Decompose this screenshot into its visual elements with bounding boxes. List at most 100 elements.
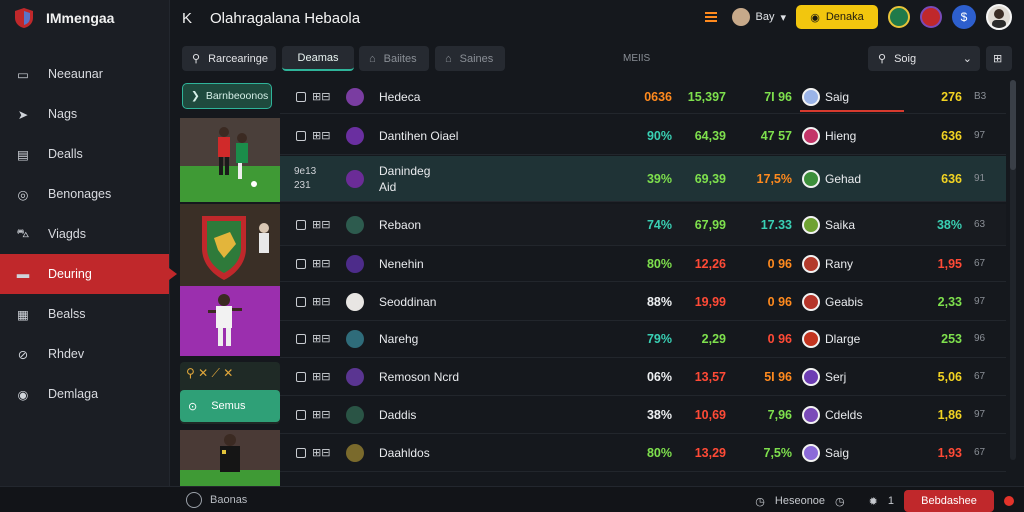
sidebar-item-5[interactable]: ▬ Deuring (0, 254, 177, 294)
team-name[interactable]: Daahldos (379, 445, 430, 460)
profile-avatar[interactable] (986, 4, 1012, 30)
deposit-button[interactable]: ◉ Denaka (796, 5, 878, 29)
market-name[interactable]: Saika (825, 217, 856, 232)
row-checkbox[interactable] (296, 91, 306, 102)
row-checkbox[interactable] (296, 333, 306, 344)
settings-icon[interactable]: ✹ (868, 495, 878, 508)
market-name[interactable]: Hieng (825, 128, 857, 143)
row-checkbox[interactable] (296, 258, 306, 269)
table-row[interactable]: ⊞⊟ Hedeca 0636 15,397 7I 96 Saig 276 B3 (280, 80, 1006, 114)
crest-thumbnail[interactable] (180, 204, 280, 288)
stats-icon[interactable]: ⊞⊟ (312, 371, 331, 383)
stats-icon[interactable]: ⊞⊟ (312, 258, 331, 270)
market-name[interactable]: Serj (825, 369, 847, 384)
badge-icon[interactable] (888, 6, 910, 28)
odds-value[interactable]: 69,39 (694, 171, 726, 186)
row-checkbox[interactable] (296, 371, 306, 382)
stats-icon[interactable]: ⊞⊟ (312, 219, 331, 231)
footer-left[interactable]: Baonas (186, 491, 247, 508)
menu-icon[interactable] (700, 6, 722, 28)
footer-right-label[interactable]: Heseonoe (774, 495, 826, 507)
notification-icon[interactable] (920, 6, 942, 28)
row-checkbox[interactable] (296, 409, 306, 420)
stats-icon[interactable]: ⊞⊟ (312, 409, 331, 421)
tab-active[interactable]: Deamas (282, 46, 354, 71)
market-value[interactable]: 2,33 (937, 294, 962, 309)
sidebar-item-3[interactable]: ◎ Benonages (0, 174, 169, 214)
scrollbar-thumb[interactable] (1010, 80, 1016, 170)
sports-card[interactable]: ⚲ ✕ ⟋ ✕ ⊙ Semus (180, 362, 280, 426)
odds-value[interactable]: 13,29 (694, 445, 726, 460)
stats-icon[interactable]: ⊞⊟ (312, 91, 331, 103)
market-value[interactable]: 38% (936, 217, 962, 232)
match-thumbnail[interactable] (180, 118, 280, 202)
sidebar-item-4[interactable]: ⛍ Viagds (0, 214, 169, 254)
row-checkbox[interactable] (296, 219, 306, 230)
search-box[interactable]: ⚲ Rarcearinge (182, 46, 276, 71)
odds-value[interactable]: 10,69 (694, 407, 726, 422)
odds-value[interactable]: 2,29 (701, 331, 726, 346)
team-name[interactable]: Seoddinan (379, 294, 437, 309)
table-row[interactable]: ⊞⊟ Dantihen Oiael 90% 64,39 47 57 Hieng 636 97 (280, 117, 1006, 155)
tab-second[interactable]: ⌂ Baiites (359, 46, 429, 71)
team-name[interactable]: Daddis (379, 407, 417, 422)
stats-icon[interactable]: ⊞⊟ (312, 333, 331, 345)
market-value[interactable]: 1,95 (937, 256, 962, 271)
tab-third[interactable]: ⌂ Saines (435, 46, 505, 71)
team-name[interactable]: Narehg (379, 331, 419, 346)
table-row[interactable]: ⊞⊟ Daddis 38% 10,69 7,96 Cdelds 1,86 97 (280, 396, 1006, 434)
scrollbar[interactable] (1010, 80, 1016, 460)
table-row[interactable]: ⊞⊟ Remoson Ncrd 06% 13,57 5I 96 Serj 5,06 67 (280, 358, 1006, 396)
back-icon[interactable]: K (182, 9, 193, 27)
market-value[interactable]: 636 (941, 128, 962, 143)
row-checkbox[interactable] (296, 447, 306, 458)
odds-value[interactable]: 67,99 (694, 217, 726, 232)
table-row[interactable]: ⊞⊟ Seoddinan 88% 19,99 0 96 Geabis 2,33 97 (280, 283, 1006, 321)
table-row[interactable]: ⊞⊟ Nenehin 80% 12,26 0 96 Rany 1,95 67 (280, 246, 1006, 282)
stats-icon[interactable]: ⊞⊟ (312, 447, 331, 459)
sidebar-item-0[interactable]: ▭ Neeaunar (0, 54, 169, 94)
sidebar-item-1[interactable]: ➤ Nags (0, 94, 169, 134)
table-row[interactable]: ⊞⊟ Narehg 79% 2,29 0 96 Dlarge 253 96 (280, 320, 1006, 358)
user-dropdown[interactable]: Bay ▾ (731, 8, 786, 26)
odds-value[interactable]: 64,39 (694, 128, 726, 143)
team-name[interactable]: Danindeg Aid (379, 156, 430, 201)
cashier-button[interactable]: Bebdashee (904, 490, 994, 512)
row-checkbox[interactable] (296, 296, 306, 307)
odds-value[interactable]: 19,99 (694, 294, 726, 309)
promo-chip[interactable]: ❯ Barnbeoonos (180, 83, 280, 111)
table-row[interactable]: 9e13 231 Danindeg Aid 39% 69,39 17,5% Gehad 636 9… (280, 156, 1006, 202)
odds-value[interactable]: 15,397 (687, 89, 726, 104)
sidebar-item-2[interactable]: ▤ Dealls (0, 134, 169, 174)
team-name[interactable]: Remoson Ncrd (379, 369, 460, 384)
market-name[interactable]: Geabis (825, 294, 864, 309)
market-name[interactable]: Dlarge (825, 331, 861, 346)
market-name[interactable]: Cdelds (825, 407, 863, 422)
stats-icon[interactable]: ⊞⊟ (312, 130, 331, 142)
market-name[interactable]: Saig (825, 445, 850, 460)
keeper-thumbnail[interactable] (180, 430, 280, 486)
market-name[interactable]: Gehad (825, 171, 862, 186)
table-row[interactable]: ⊞⊟ Daahldos 80% 13,29 7,5% Saig 1,93 67 (280, 434, 1006, 472)
market-value[interactable]: 1,93 (937, 445, 962, 460)
market-name[interactable]: Rany (825, 256, 854, 271)
team-name[interactable]: Nenehin (379, 256, 424, 271)
team-name[interactable]: Hedeca (379, 89, 421, 104)
player-thumbnail[interactable] (180, 286, 280, 356)
odds-value[interactable]: 12,26 (694, 256, 726, 271)
team-name[interactable]: Dantihen Oiael (379, 128, 459, 143)
market-name[interactable]: Saig (825, 89, 850, 104)
brand[interactable]: IMmengaa (0, 0, 169, 36)
grid-view-button[interactable]: ⊞ (986, 46, 1012, 71)
market-value[interactable]: 253 (941, 331, 962, 346)
sidebar-item-6[interactable]: ▦ Bealss (0, 294, 169, 334)
dollar-icon[interactable]: $ (952, 5, 976, 29)
row-checkbox[interactable] (296, 130, 306, 141)
table-row[interactable]: ⊞⊟ Rebaon 74% 67,99 17.33 Saika 38% 63 (280, 204, 1006, 246)
market-value[interactable]: 636 (941, 171, 962, 186)
market-value[interactable]: 5,06 (937, 369, 962, 384)
sidebar-item-8[interactable]: ◉ Demlaga (0, 374, 169, 414)
market-value[interactable]: 1,86 (937, 407, 962, 422)
sidebar-item-7[interactable]: ⊘ Rhdev (0, 334, 169, 374)
market-value[interactable]: 276 (941, 89, 962, 104)
